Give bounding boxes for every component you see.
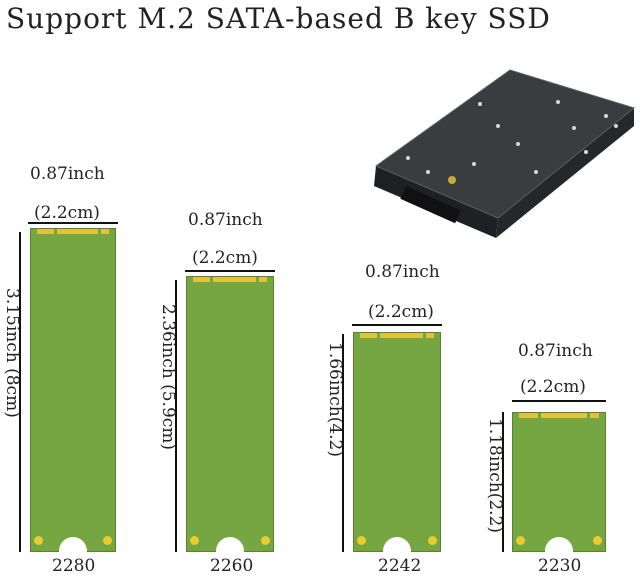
ssd-card-2260	[186, 276, 274, 565]
card-2242-length-line	[342, 334, 344, 552]
card-2260-length-label: 2.36inch (5.9cm)	[158, 304, 178, 451]
card-2230-length-line	[502, 412, 504, 552]
card-2280-width-label: 0.87inch	[30, 164, 105, 184]
ssd-card-2280	[30, 228, 116, 565]
card-2242-width-label: 0.87inch	[365, 262, 440, 282]
card-2230-length-label: 1.18inch(2.2)	[485, 418, 505, 534]
card-2260-width-sub: (2.2cm)	[192, 248, 258, 268]
card-2260-width-label: 0.87inch	[188, 210, 263, 230]
card-2280-width-sub: (2.2cm)	[34, 203, 100, 223]
card-2230-width-sub: (2.2cm)	[520, 377, 586, 397]
ssd-enclosure-image	[374, 69, 636, 238]
card-2260-width-line	[185, 270, 275, 272]
card-2280-width-line	[28, 222, 118, 224]
card-2280-name: 2280	[52, 556, 96, 576]
card-2230-width-label: 0.87inch	[518, 341, 593, 361]
card-2242-width-sub: (2.2cm)	[368, 302, 434, 322]
card-2242-name: 2242	[378, 556, 422, 576]
card-2242-length-label: 1.66inch(4.2)	[325, 342, 345, 458]
ssd-card-2242	[353, 332, 441, 565]
card-2280-length-label: 3.15inch (8cm)	[2, 288, 22, 418]
card-2280-length-line	[19, 232, 21, 552]
card-2260-length-line	[175, 280, 177, 552]
page-title: Support M.2 SATA-based B key SSD	[6, 2, 551, 35]
card-2242-width-line	[352, 324, 442, 326]
card-2260-name: 2260	[210, 556, 254, 576]
ssd-card-2230	[512, 412, 606, 565]
card-2230-width-line	[512, 400, 606, 402]
card-2230-name: 2230	[538, 556, 582, 576]
